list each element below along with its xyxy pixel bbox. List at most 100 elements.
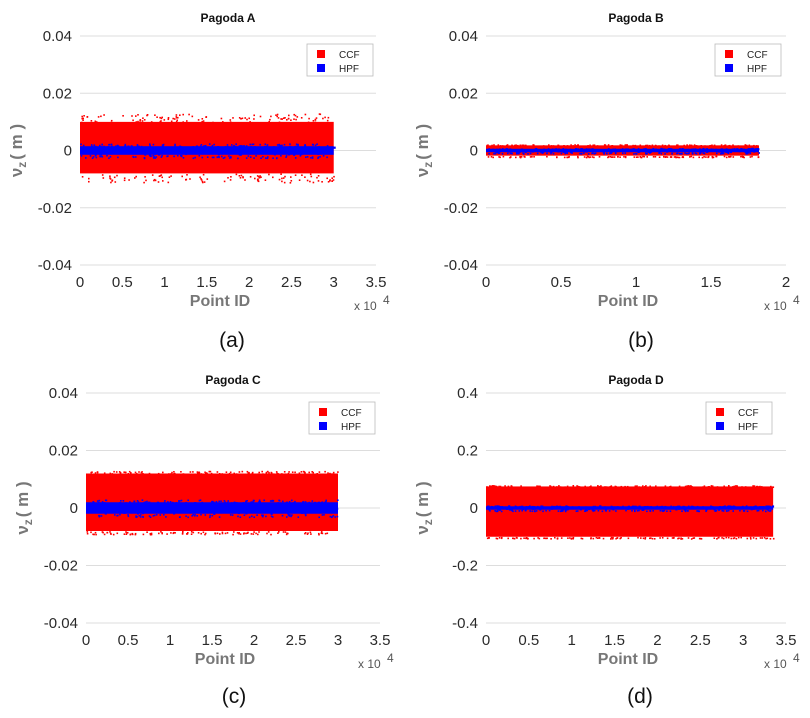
data-point (761, 537, 763, 539)
data-point (317, 175, 320, 177)
data-point (692, 505, 695, 508)
data-point (103, 533, 106, 536)
data-point (333, 146, 336, 149)
data-point (117, 156, 119, 159)
data-point (640, 156, 643, 159)
data-point (91, 157, 94, 159)
data-point (772, 537, 775, 540)
data-point (311, 471, 313, 473)
data-point (498, 156, 500, 158)
data-point (233, 501, 236, 504)
data-point (123, 533, 126, 535)
data-point (226, 501, 229, 504)
data-point (249, 143, 251, 146)
data-point (88, 177, 90, 180)
data-point (153, 514, 156, 517)
data-point (139, 119, 142, 121)
data-point (531, 505, 534, 509)
data-point (494, 505, 497, 508)
data-point (610, 538, 612, 540)
data-point (757, 156, 760, 158)
data-point (316, 473, 318, 475)
data-point (290, 176, 292, 178)
x-tick-label: 1 (160, 274, 168, 291)
data-point (720, 149, 724, 152)
series-hpf (86, 499, 339, 519)
data-point (187, 532, 189, 534)
data-point (258, 501, 260, 503)
data-point (496, 537, 499, 540)
data-point (227, 177, 229, 179)
data-point (521, 505, 523, 508)
data-point (637, 156, 639, 158)
data-point (612, 537, 614, 540)
data-point (722, 152, 725, 154)
data-point (229, 119, 232, 121)
data-point (169, 501, 172, 503)
data-point (337, 471, 339, 473)
data-point (182, 113, 184, 116)
data-point (197, 119, 200, 121)
data-point (151, 506, 155, 509)
data-point (91, 506, 94, 509)
data-point (652, 156, 655, 158)
x-tick-label: 3.5 (776, 632, 797, 649)
data-point (258, 499, 261, 502)
data-point (113, 176, 116, 179)
y-tick-label: 0 (470, 500, 478, 517)
data-point (753, 485, 756, 487)
panel-caption: (d) (627, 685, 653, 708)
data-point (577, 156, 579, 159)
data-point (750, 148, 753, 151)
data-point (203, 181, 206, 183)
data-point (682, 156, 685, 159)
data-point (140, 471, 143, 474)
data-point (273, 473, 275, 475)
data-point (677, 537, 679, 540)
data-point (331, 516, 333, 519)
data-point (488, 152, 490, 155)
data-point (86, 532, 89, 535)
data-point (184, 149, 187, 152)
data-point (257, 150, 260, 154)
data-point (709, 145, 711, 147)
data-point (128, 179, 130, 181)
data-point (687, 537, 690, 539)
data-point (700, 145, 702, 147)
legend-label-hpf: HPF (341, 422, 361, 433)
data-point (677, 156, 679, 159)
data-point (726, 148, 728, 150)
data-point (307, 121, 310, 124)
y-tick-label: 0.02 (449, 85, 478, 102)
data-point (498, 485, 500, 488)
data-point (765, 510, 767, 513)
data-point (591, 508, 594, 511)
data-point (610, 151, 613, 154)
data-point (551, 505, 553, 508)
data-point (537, 505, 539, 508)
data-point (597, 537, 599, 539)
data-point (182, 150, 185, 153)
data-point (319, 156, 321, 158)
data-point (253, 499, 255, 502)
data-point (314, 119, 317, 121)
data-point (319, 151, 323, 154)
data-point (565, 151, 568, 154)
data-point (177, 116, 179, 119)
data-point (148, 153, 151, 156)
data-point (318, 532, 320, 535)
data-point (516, 152, 518, 155)
data-point (268, 173, 270, 176)
data-point (501, 153, 504, 155)
data-point (211, 144, 214, 147)
data-point (301, 511, 304, 514)
data-point (613, 506, 616, 509)
data-point (738, 150, 741, 153)
data-point (233, 531, 235, 533)
data-point (208, 143, 211, 145)
data-point (758, 152, 760, 154)
data-point (318, 113, 321, 115)
legend-swatch-hpf (317, 64, 325, 72)
data-point (522, 152, 524, 154)
